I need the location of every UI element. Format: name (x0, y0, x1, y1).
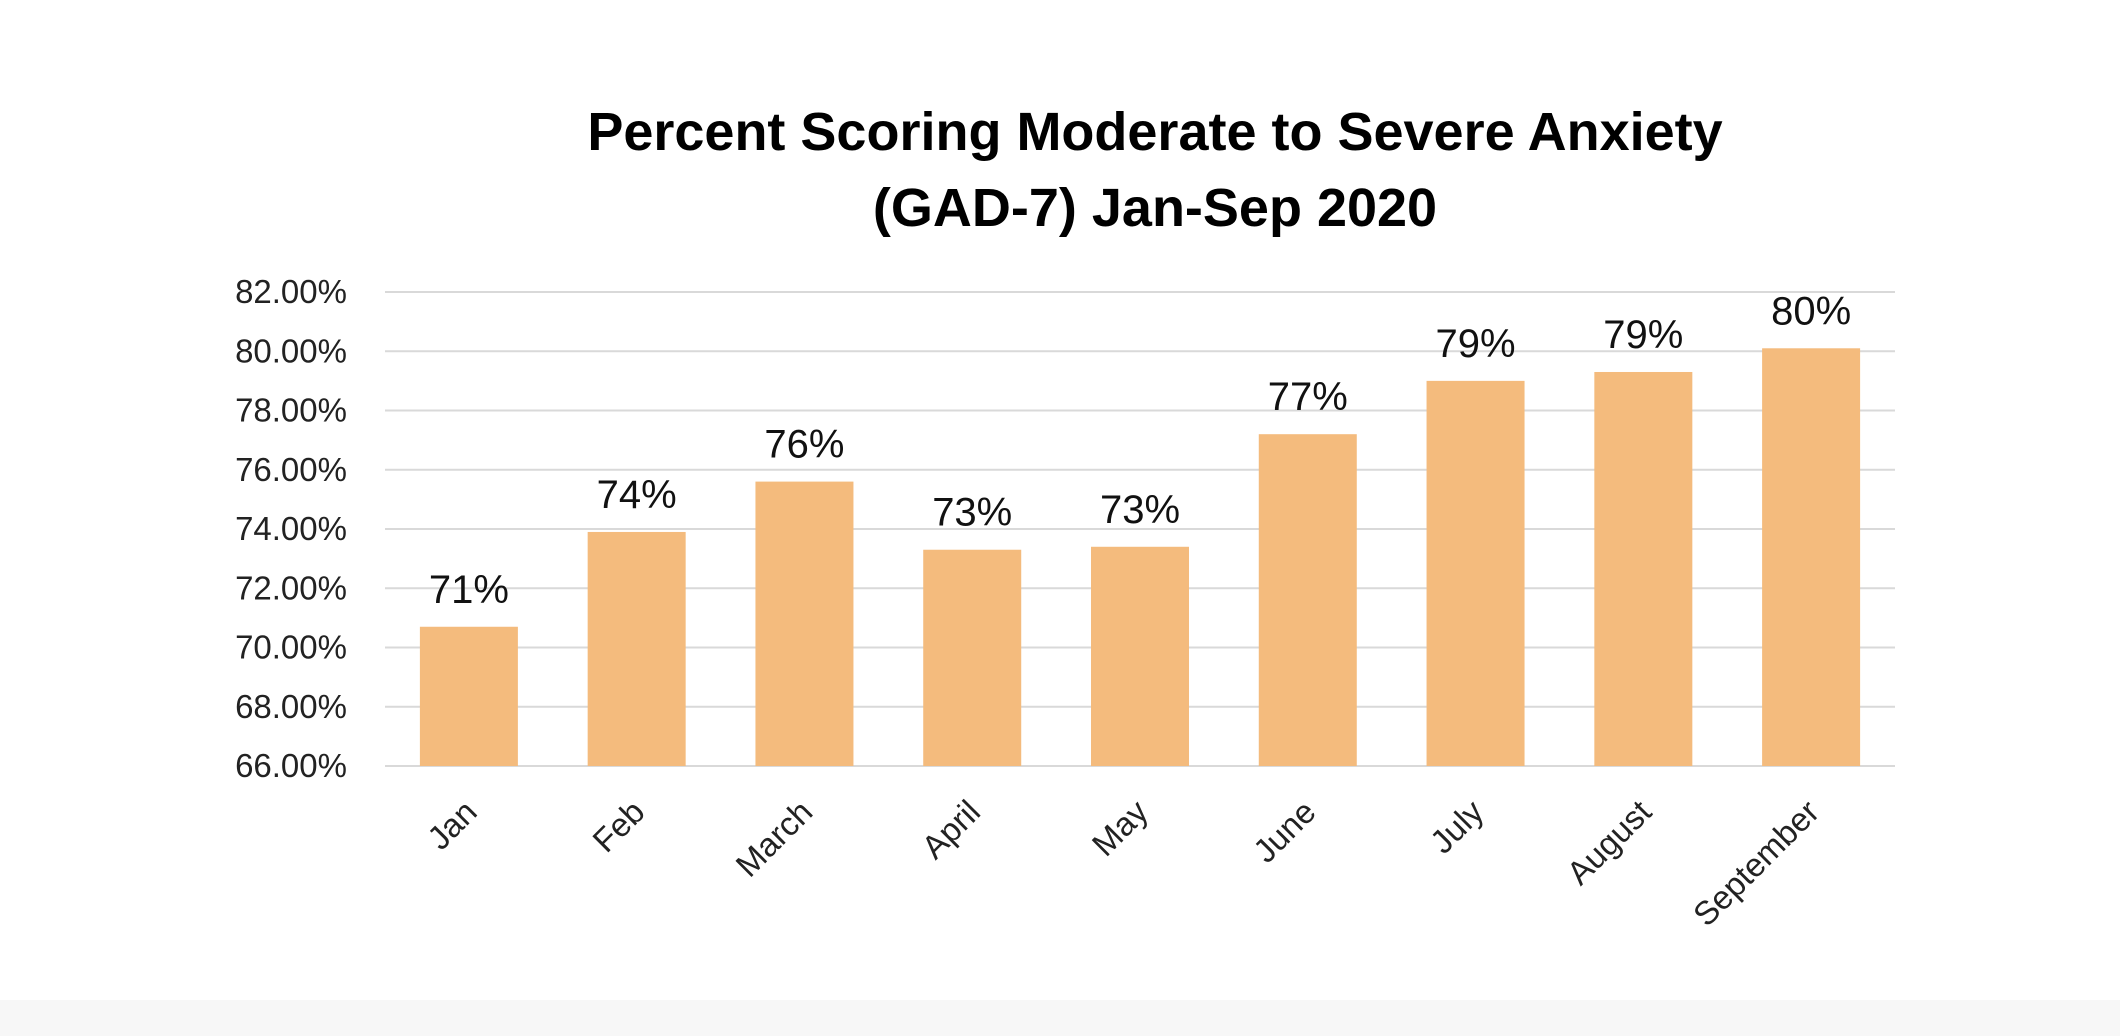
x-category-label: April (914, 793, 987, 866)
y-tick-label: 66.00% (235, 747, 347, 784)
bar (1258, 434, 1357, 766)
bar (1426, 380, 1525, 766)
bar-chart: 66.00% 68.00% 70.00% 72.00% 74.00% 76.00% 78.0… (235, 273, 1895, 933)
x-axis-categories: Jan Feb March April May June July August Septemb… (420, 792, 1826, 933)
y-tick-label: 70.00% (235, 629, 347, 666)
data-label: 80% (1771, 289, 1851, 333)
y-tick-label: 80.00% (235, 332, 347, 369)
x-category-label: Feb (585, 793, 651, 859)
bottom-band (0, 1000, 2120, 1036)
data-label: 77% (1268, 375, 1348, 419)
data-labels: 71% 74% 76% 73% 73% 77% 79% 79% 80% (429, 289, 1851, 611)
data-label: 74% (597, 473, 677, 517)
x-category-label: March (728, 793, 819, 884)
x-category-label: July (1423, 792, 1491, 860)
x-category-label: Jan (420, 793, 484, 857)
x-category-label: September (1686, 793, 1826, 933)
y-tick-label: 76.00% (235, 451, 347, 488)
data-label: 79% (1436, 322, 1516, 366)
y-axis-ticks: 66.00% 68.00% 70.00% 72.00% 74.00% 76.00% 78.0… (235, 273, 347, 784)
data-label: 79% (1603, 313, 1683, 357)
y-tick-label: 68.00% (235, 688, 347, 725)
data-label: 73% (932, 491, 1012, 535)
bar (1762, 348, 1861, 766)
bar (1091, 546, 1189, 766)
y-tick-label: 78.00% (235, 392, 347, 429)
bars (419, 348, 1861, 766)
chart-page: Percent Scoring Moderate to Severe Anxie… (235, 102, 1895, 934)
bar (923, 549, 1022, 766)
y-tick-label: 82.00% (235, 273, 347, 310)
x-category-label: May (1085, 792, 1156, 863)
chart-title: Percent Scoring Moderate to Severe Anxie… (587, 102, 1723, 162)
y-tick-label: 74.00% (235, 510, 347, 547)
y-tick-label: 72.00% (235, 569, 347, 606)
bar (755, 481, 854, 766)
data-label: 71% (429, 568, 509, 612)
x-category-label: June (1246, 793, 1323, 870)
chart-subtitle: (GAD-7) Jan-Sep 2020 (872, 178, 1438, 238)
data-label: 76% (764, 423, 844, 467)
data-label: 73% (1100, 488, 1180, 532)
bar (419, 626, 518, 766)
x-category-label: August (1559, 793, 1658, 892)
bar (587, 531, 686, 766)
bar (1594, 371, 1693, 766)
